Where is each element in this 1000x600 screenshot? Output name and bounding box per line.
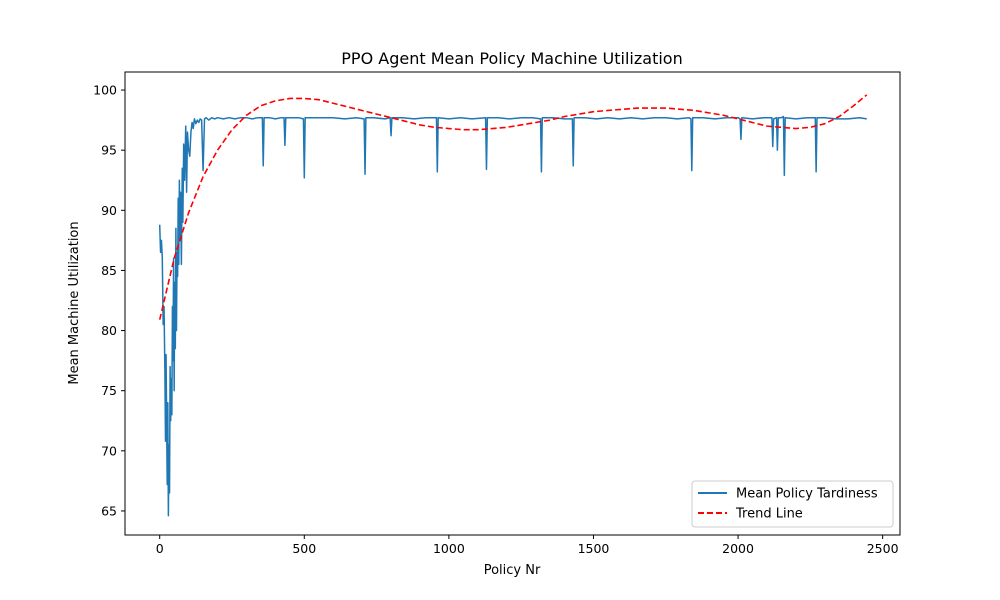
- legend-label-mean-policy-tardiness: Mean Policy Tardiness: [736, 487, 878, 502]
- y-axis: 65 70 75 80 85 90 95 100: [93, 83, 125, 518]
- series-line-mean-policy-tardiness: [158, 115, 867, 517]
- y-tick-label-70: 70: [101, 443, 117, 458]
- x-tick-label-1000: 1000: [433, 541, 465, 556]
- y-tick-label-95: 95: [101, 143, 117, 158]
- y-tick-label-75: 75: [101, 383, 117, 398]
- plot-area: [124, 71, 901, 536]
- x-tick-label-1500: 1500: [578, 541, 610, 556]
- x-axis-label: Policy Nr: [484, 563, 541, 578]
- y-tick-label-65: 65: [101, 503, 117, 518]
- legend-box: [691, 480, 894, 528]
- x-tick-label-2500: 2500: [867, 541, 899, 556]
- plot-frame: [124, 71, 901, 536]
- x-tick-label-2000: 2000: [722, 541, 754, 556]
- y-tick-label-80: 80: [101, 323, 117, 338]
- y-tick-label-85: 85: [101, 263, 117, 278]
- y-axis-label: Mean Machine Utilization: [67, 221, 82, 384]
- x-axis: 0 500 1000 1500 2000 2500: [156, 535, 899, 556]
- y-tick-label-90: 90: [101, 203, 117, 218]
- x-tick-label-500: 500: [292, 541, 316, 556]
- chart-title: PPO Agent Mean Policy Machine Utilizatio…: [341, 49, 682, 68]
- legend: Mean Policy Tardiness Trend Line: [691, 480, 894, 528]
- series-line-trend-line: [158, 94, 868, 320]
- x-tick-label-0: 0: [156, 541, 164, 556]
- legend-label-trend-line: Trend Line: [735, 507, 803, 522]
- y-tick-label-100: 100: [93, 83, 117, 98]
- series-layer: [158, 94, 868, 517]
